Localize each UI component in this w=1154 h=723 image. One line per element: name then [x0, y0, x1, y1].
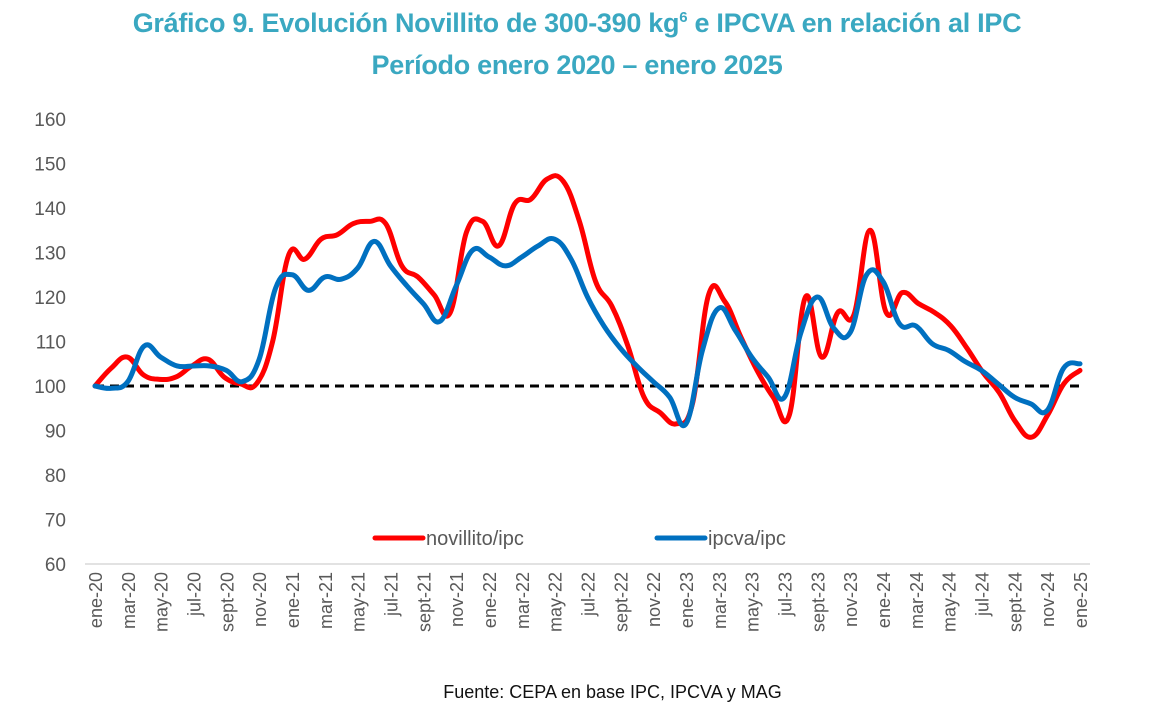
legend-item: ipcva/ipc — [654, 528, 786, 550]
x-tick-label: ene-22 — [480, 572, 500, 628]
x-tick-label: nov-24 — [1038, 572, 1058, 627]
y-tick-label: 160 — [34, 110, 66, 131]
x-axis: ene-20 mar-20 may-20 jul-20 sept-20 nov-20 ene… — [86, 572, 1091, 632]
x-tick-label: sept-22 — [611, 572, 631, 632]
x-tick-label: nov-23 — [841, 572, 861, 627]
legend-label: novillito/ipc — [426, 528, 524, 550]
y-tick-label: 60 — [45, 555, 66, 576]
legend-label: ipcva/ipc — [708, 528, 786, 550]
x-tick-label: mar-24 — [907, 572, 927, 629]
x-tick-label: ene-21 — [283, 572, 303, 628]
source-note: Fuente: CEPA en base IPC, IPCVA y MAG — [443, 682, 782, 702]
series-group — [92, 173, 1083, 440]
x-tick-label: jul-22 — [579, 572, 599, 617]
y-tick-label: 80 — [45, 466, 66, 487]
x-tick-label: may-24 — [940, 572, 960, 632]
y-tick-label: 100 — [34, 377, 66, 398]
x-tick-label: may-21 — [349, 572, 369, 632]
x-tick-label: nov-21 — [447, 572, 467, 627]
series-line-ipcva-ipc — [92, 236, 1083, 429]
x-tick-label: mar-20 — [119, 572, 139, 629]
x-tick-label: ene-25 — [1071, 572, 1091, 628]
x-tick-label: jul-21 — [382, 572, 402, 617]
legend-item: novillito/ipc — [372, 528, 524, 550]
x-tick-label: jul-24 — [973, 572, 993, 617]
y-tick-label: 140 — [34, 199, 66, 220]
x-tick-label: sept-24 — [1005, 572, 1025, 632]
y-axis: 60 70 80 90 100 110 120 130 140 150 160 — [34, 110, 66, 576]
x-tick-label: ene-20 — [86, 572, 106, 628]
x-tick-label: may-20 — [152, 572, 172, 632]
x-tick-label: sept-21 — [414, 572, 434, 632]
y-tick-label: 110 — [36, 333, 66, 354]
y-tick-label: 120 — [34, 288, 66, 309]
series-line-novillito-ipc — [92, 173, 1083, 440]
x-tick-label: mar-21 — [316, 572, 336, 629]
x-tick-label: may-23 — [743, 572, 763, 632]
x-tick-label: mar-23 — [710, 572, 730, 629]
y-tick-label: 130 — [34, 244, 66, 265]
x-tick-label: sept-20 — [217, 572, 237, 632]
x-tick-label: ene-24 — [874, 572, 894, 628]
chart-subtitle: Período enero 2020 – enero 2025 — [371, 50, 783, 80]
legend: novillito/ipc ipcva/ipc — [372, 528, 786, 550]
x-tick-label: nov-20 — [250, 572, 270, 627]
chart-title-text: Gráfico 9. Evolución Novillito de 300-39… — [132, 8, 680, 38]
chart-title-suffix: e IPCVA en relación al IPC — [687, 8, 1022, 38]
x-tick-label: mar-22 — [513, 572, 533, 629]
y-tick-label: 150 — [34, 155, 66, 176]
x-tick-label: jul-20 — [185, 572, 205, 617]
chart-title-footnote: 6 — [679, 9, 688, 26]
y-tick-label: 70 — [45, 511, 66, 532]
x-tick-label: nov-22 — [644, 572, 664, 627]
x-tick-label: jul-23 — [776, 572, 796, 617]
x-tick-label: may-22 — [546, 572, 566, 632]
y-tick-label: 90 — [45, 422, 66, 443]
x-tick-label: ene-23 — [677, 572, 697, 628]
chart-title: Gráfico 9. Evolución Novillito de 300-39… — [0, 8, 1154, 39]
x-tick-label: sept-23 — [808, 572, 828, 632]
